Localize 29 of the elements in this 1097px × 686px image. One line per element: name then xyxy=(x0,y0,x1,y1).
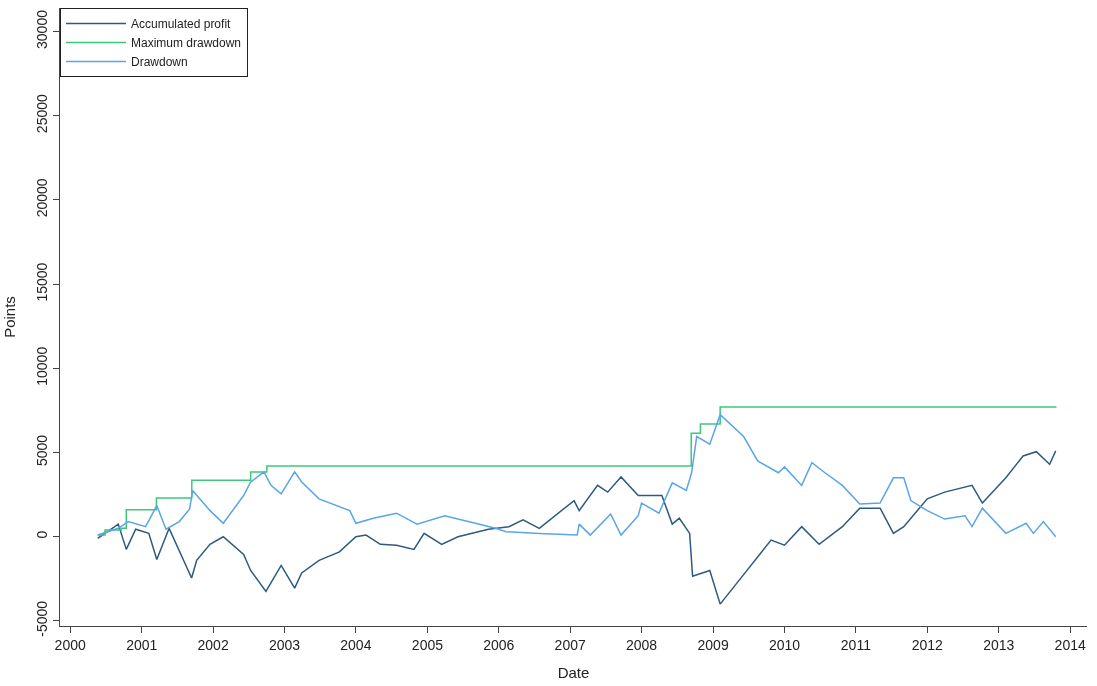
y-tick-label: 10000 xyxy=(34,346,51,386)
legend-label: Drawdown xyxy=(131,55,188,70)
y-tick-label: 30000 xyxy=(34,9,51,49)
x-tick-label: 2003 xyxy=(268,636,301,653)
x-tick-label: 2002 xyxy=(197,636,229,653)
x-tick-label: 2014 xyxy=(1054,636,1086,653)
x-tick-label: 2009 xyxy=(697,636,729,653)
y-tick-label: 5000 xyxy=(34,434,51,467)
x-tick-label: 2011 xyxy=(840,636,872,653)
x-tick-label: 2013 xyxy=(983,636,1015,653)
y-tick-label: 15000 xyxy=(34,262,51,302)
y-axis-title: Points xyxy=(0,296,18,338)
x-tick-label: 2004 xyxy=(340,636,372,653)
x-tick-label: 2007 xyxy=(554,636,586,653)
y-tick-label: -5000 xyxy=(34,600,51,637)
y-tick-label: 0 xyxy=(34,530,51,539)
y-tick-label: 20000 xyxy=(34,178,51,218)
x-tick-label: 2012 xyxy=(911,636,944,653)
x-tick-label: 2006 xyxy=(483,636,515,653)
x-tick-label: 2010 xyxy=(768,636,801,653)
x-axis-title: Date xyxy=(557,663,590,681)
legend-label: Accumulated profit xyxy=(131,17,232,32)
x-tick-label: 2000 xyxy=(54,636,86,653)
y-tick-label: 25000 xyxy=(34,93,51,134)
legend-label: Maximum drawdown xyxy=(131,36,242,51)
x-tick-label: 2008 xyxy=(625,636,658,653)
x-tick-label: 2001 xyxy=(126,636,158,653)
line-series xyxy=(96,450,1057,605)
x-tick-label: 2005 xyxy=(411,636,444,653)
